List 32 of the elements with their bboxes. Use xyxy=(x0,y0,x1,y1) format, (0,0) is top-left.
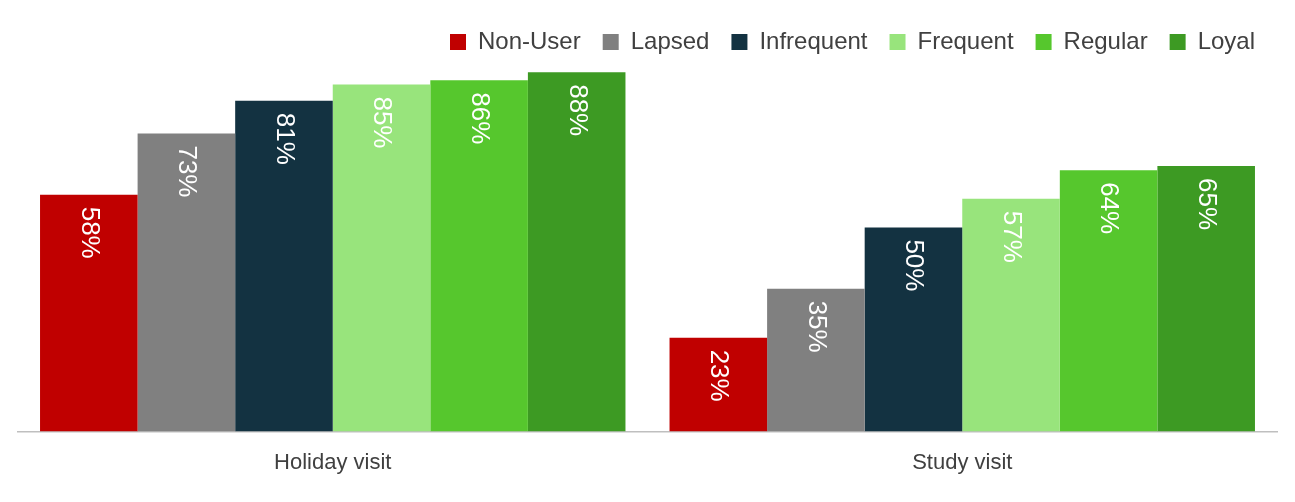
legend-label: Infrequent xyxy=(759,26,868,54)
data-label: 65% xyxy=(1193,178,1224,231)
legend-label: Non-User xyxy=(478,26,581,54)
legend-label: Regular xyxy=(1063,26,1148,54)
legend-label: Frequent xyxy=(917,26,1014,54)
bar xyxy=(235,100,333,432)
data-label: 35% xyxy=(802,300,833,353)
bar xyxy=(864,227,963,432)
bar xyxy=(767,288,865,432)
data-label: 88% xyxy=(563,84,594,137)
data-label: 64% xyxy=(1095,182,1126,235)
x-tick-label: Study visit xyxy=(912,448,1013,474)
data-label: 73% xyxy=(173,145,204,198)
data-label: 86% xyxy=(465,92,496,145)
bar xyxy=(669,337,768,432)
bar xyxy=(1157,166,1255,432)
data-label: 50% xyxy=(900,239,931,292)
x-tick-label: Holiday visit xyxy=(274,448,392,474)
legend-label: Lapsed xyxy=(630,26,710,54)
bar xyxy=(527,72,626,432)
data-label: 57% xyxy=(997,210,1028,263)
bar xyxy=(430,80,528,432)
bar xyxy=(332,84,431,432)
bar xyxy=(962,198,1060,432)
legend-label: Loyal xyxy=(1197,26,1255,54)
data-label: 85% xyxy=(368,96,399,149)
data-label: 81% xyxy=(270,112,301,165)
data-label: 58% xyxy=(75,206,106,259)
data-label: 23% xyxy=(705,349,736,402)
bar xyxy=(40,194,138,432)
bar xyxy=(1059,170,1158,432)
bar xyxy=(137,133,236,432)
